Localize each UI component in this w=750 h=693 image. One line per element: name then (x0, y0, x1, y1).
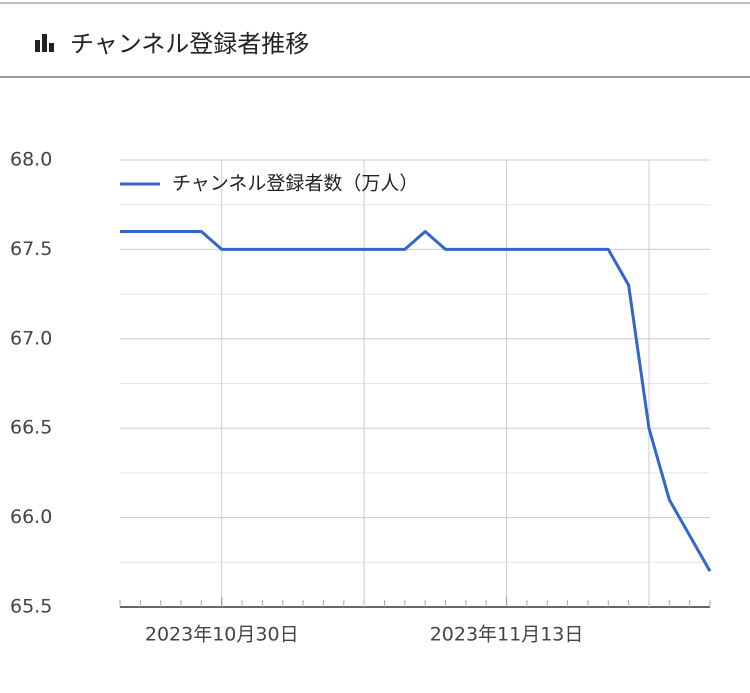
data-line (120, 230, 712, 572)
y-tick-label: 65.5 (10, 596, 52, 618)
y-tick-label: 68.0 (10, 149, 52, 171)
x-tick-label: 2023年10月30日 (145, 624, 299, 646)
legend-label: チャンネル登録者数（万人） (172, 173, 418, 195)
y-tick-label: 67.5 (10, 238, 52, 260)
y-tick-label: 66.0 (10, 506, 52, 528)
chart-icon (35, 34, 54, 52)
page-title: チャンネル登録者推移 (70, 30, 309, 58)
y-tick-label: 67.0 (10, 327, 52, 349)
y-tick-label: 66.5 (10, 417, 52, 439)
x-tick-label: 2023年11月13日 (430, 624, 584, 646)
